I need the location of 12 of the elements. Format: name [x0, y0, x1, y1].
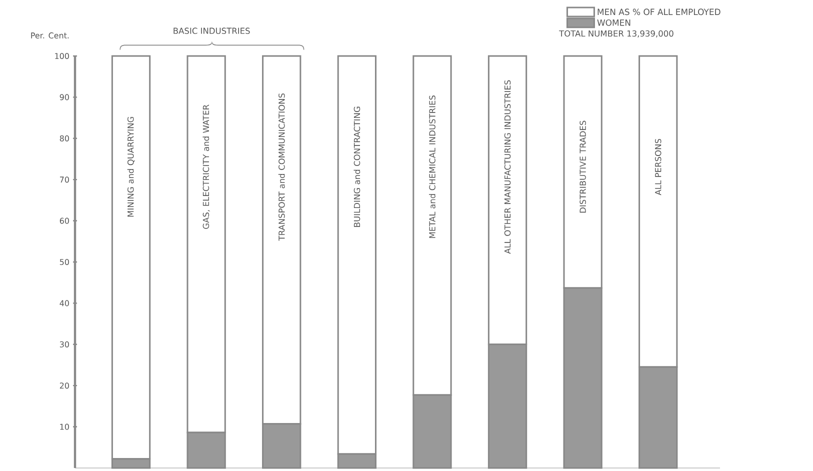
text: TOTAL NUMBER 13,939,000 [559, 30, 674, 38]
x-tick-label: GAS, ELECTRICITY and WATER [202, 104, 210, 229]
x-tick-label: DISTRIBUTIVE TRADES [580, 120, 586, 213]
x-tick-label: TRANSPORT and COMMUNICATIONS [278, 93, 285, 241]
text: BASIC INDUSTRIES [174, 28, 250, 34]
legend-label: WOMEN [597, 19, 630, 26]
legend-label: MEN AS % OF ALL EMPLOYED [598, 8, 720, 16]
x-tick-label: ALL OTHER MANUFACTURING INDUSTRIES [504, 80, 511, 254]
x-tick-label: METAL and CHEMICAL INDUSTRIES [429, 95, 436, 238]
x-tick-label: ALL PERSONS [654, 138, 662, 196]
x-tick-label: BUILDING and CONTRACTING [354, 106, 360, 227]
x-tick-label: MINING and QUARRYING [127, 116, 135, 217]
